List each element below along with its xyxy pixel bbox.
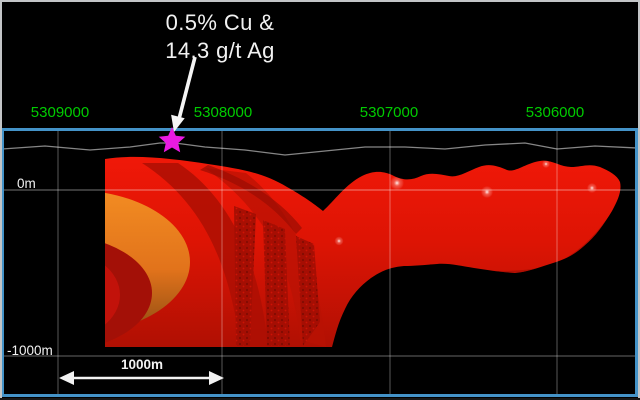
grade-annotation: 0.5% Cu & 14.3 g/t Ag [165,9,275,65]
elevation-label-minus-1000m: -1000m [7,343,53,358]
scale-bar [59,371,224,385]
grade-annotation-line2: 14.3 g/t Ag [165,38,275,63]
grid-lines [3,131,637,396]
viewport-border [1,128,638,397]
scale-bar-label: 1000m [120,357,164,372]
grade-annotation-line1: 0.5% Cu & [165,10,275,35]
ore-body [105,156,621,347]
northing-label-3: 5307000 [359,104,419,121]
northing-label-4: 5306000 [525,104,585,121]
northing-label-2: 5308000 [193,104,253,121]
star-marker-icon [158,127,186,153]
annotation-arrow [171,56,197,132]
northing-label-1: 5309000 [30,104,90,121]
topography-line [1,142,638,156]
elevation-label-0m: 0m [17,176,36,191]
